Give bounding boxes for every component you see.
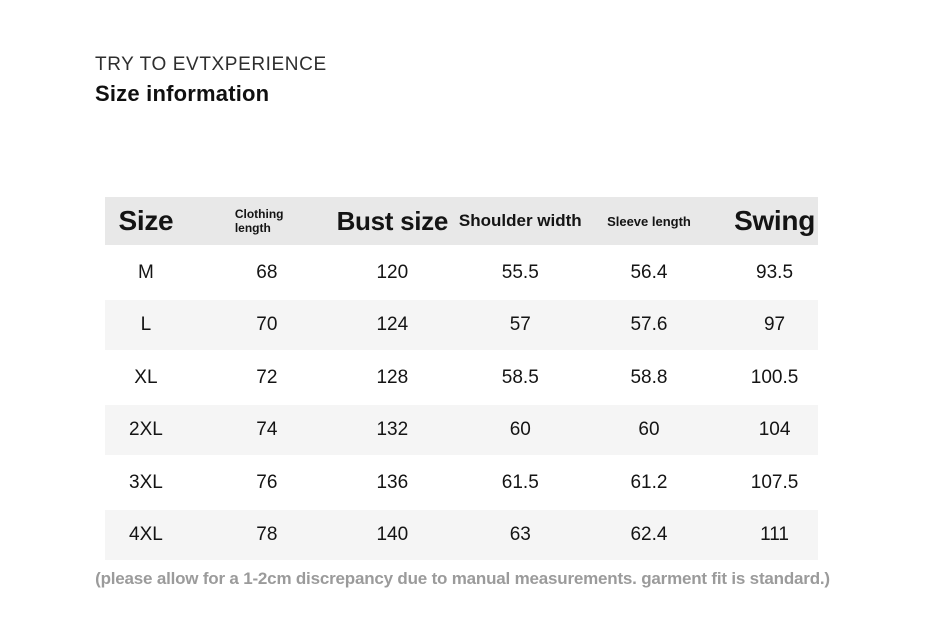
table-row-l: L 70 124 57 57.6 97 — [105, 298, 818, 353]
column-header-bust-size: Bust size — [336, 205, 449, 236]
cell-swing: 111 — [760, 524, 789, 545]
column-header-sleeve-length: Sleeve length — [607, 213, 691, 229]
page-title: Size information — [95, 81, 270, 106]
cell-bust-size: 136 — [376, 472, 409, 493]
cell-size: 2XL — [129, 419, 163, 440]
column-header-clothing-length-label: Clothing length — [234, 206, 284, 235]
cell-size: L — [140, 314, 152, 335]
table-body: M 68 120 55.5 56.4 93.5 L 70 124 57 57.6… — [105, 248, 818, 563]
table-row-xl: XL 72 128 58.5 58.8 100.5 — [105, 353, 818, 403]
cell-bust-size: 140 — [376, 524, 409, 545]
cell-sleeve-length: 57.6 — [630, 314, 668, 335]
cell-swing: 100.5 — [750, 367, 799, 388]
cell-bust-size: 120 — [376, 262, 409, 283]
cell-sleeve-length: 56.4 — [630, 262, 668, 283]
column-header-swing: Swing — [734, 205, 816, 236]
column-header-size: Size — [118, 205, 174, 236]
cell-clothing-length: 78 — [256, 524, 278, 545]
cell-bust-size: 128 — [376, 367, 409, 388]
cell-shoulder-width: 60 — [509, 419, 531, 440]
cell-sleeve-length: 58.8 — [630, 367, 668, 388]
table-header-row: Size Clothing length Bust size Shoulder … — [105, 197, 818, 245]
cell-clothing-length: 72 — [256, 367, 278, 388]
table-row-2xl: 2XL 74 132 60 60 104 — [105, 403, 818, 458]
cell-shoulder-width: 58.5 — [501, 367, 539, 388]
cell-shoulder-width: 57 — [509, 314, 531, 335]
cell-bust-size: 132 — [376, 419, 409, 440]
cell-swing: 97 — [763, 314, 786, 335]
table-row-3xl: 3XL 76 136 61.5 61.2 107.5 — [105, 458, 818, 508]
measurement-disclaimer: (please allow for a 1-2cm discrepancy du… — [95, 569, 830, 588]
cell-shoulder-width: 55.5 — [501, 262, 539, 283]
cell-size: 3XL — [129, 472, 163, 493]
cell-size: 4XL — [129, 524, 163, 545]
cell-sleeve-length: 61.2 — [630, 472, 668, 493]
brand-line: TRY TO EVTXPERIENCE — [95, 54, 327, 75]
table-row-4xl: 4XL 78 140 63 62.4 111 — [105, 508, 818, 563]
cell-size: XL — [134, 367, 158, 388]
cell-shoulder-width: 63 — [509, 524, 531, 545]
cell-clothing-length: 76 — [256, 472, 278, 493]
cell-swing: 93.5 — [756, 262, 794, 283]
cell-swing: 104 — [758, 419, 791, 440]
table-row-m: M 68 120 55.5 56.4 93.5 — [105, 248, 818, 298]
cell-sleeve-length: 60 — [638, 419, 660, 440]
size-table: Size Clothing length Bust size Shoulder … — [105, 197, 818, 563]
cell-clothing-length: 70 — [256, 314, 278, 335]
cell-clothing-length: 74 — [256, 419, 278, 440]
cell-size: M — [137, 262, 154, 283]
column-header-shoulder-width: Shoulder width — [458, 211, 582, 230]
column-header-clothing-length: Clothing length — [205, 207, 329, 235]
cell-bust-size: 124 — [376, 314, 409, 335]
cell-swing: 107.5 — [750, 472, 799, 493]
cell-shoulder-width: 61.5 — [501, 472, 539, 493]
cell-clothing-length: 68 — [256, 262, 278, 283]
cell-sleeve-length: 62.4 — [630, 524, 668, 545]
